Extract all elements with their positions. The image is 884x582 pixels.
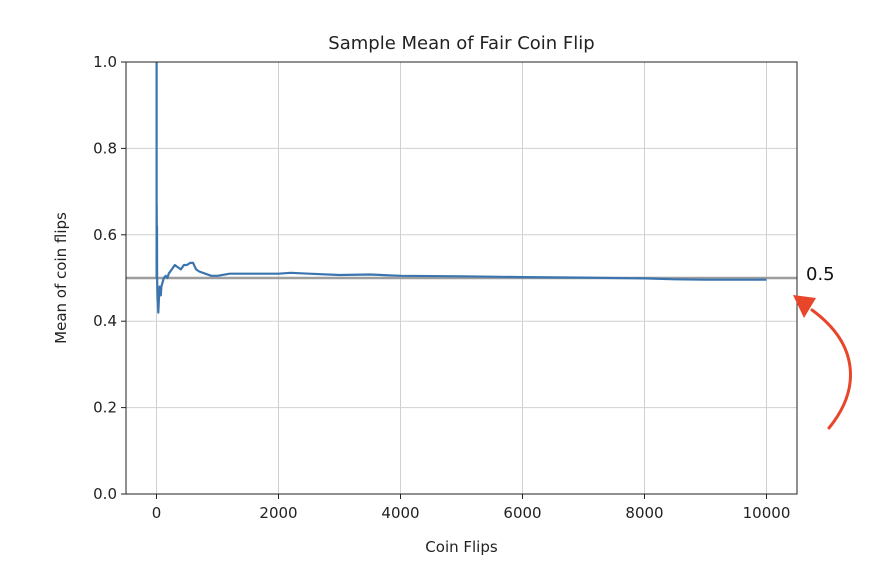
x-tick-label: 6000: [503, 504, 541, 522]
x-tick-label: 8000: [625, 504, 663, 522]
series-line: [155, 62, 767, 314]
reference-line-label: 0.5: [806, 264, 835, 285]
x-tick-label: 2000: [259, 504, 297, 522]
x-axis-title: Coin Flips: [425, 538, 498, 556]
y-tick-label: 1.0: [93, 53, 117, 71]
arrow-head-icon: [793, 295, 816, 318]
x-axis-ticks: 0 2000 4000 6000 8000 10000: [152, 494, 791, 522]
chart-title: Sample Mean of Fair Coin Flip: [328, 33, 594, 54]
y-tick-label: 0.4: [93, 312, 117, 330]
x-tick-label: 10000: [743, 504, 791, 522]
y-axis-ticks: 0.0 0.2 0.4 0.6 0.8 1.0: [93, 53, 126, 503]
x-tick-label: 0: [152, 504, 162, 522]
y-tick-label: 0.0: [93, 485, 117, 503]
x-tick-label: 4000: [381, 504, 419, 522]
y-axis-title: Mean of coin flips: [52, 212, 70, 344]
y-tick-label: 0.6: [93, 226, 117, 244]
y-tick-label: 0.8: [93, 139, 117, 157]
y-tick-label: 0.2: [93, 399, 117, 417]
plot-area: [125, 61, 798, 495]
annotation-arrow: [793, 295, 852, 430]
